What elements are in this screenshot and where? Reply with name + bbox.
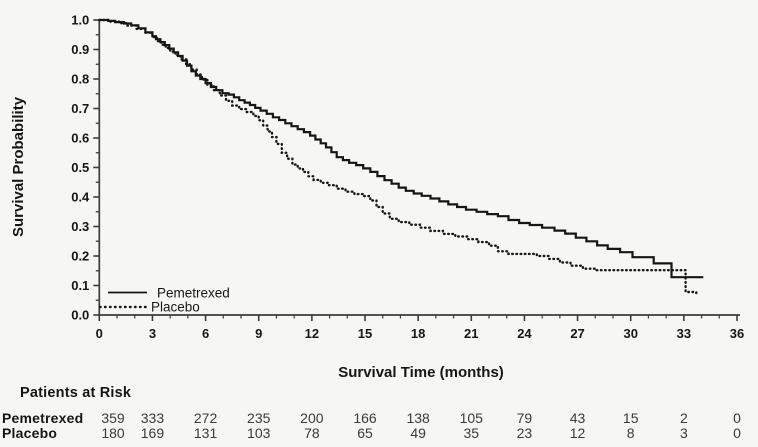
series-pemetrexed bbox=[99, 18, 704, 279]
survival-chart: 0.00.10.20.30.40.50.60.70.80.91.00 3 6 9 12 1… bbox=[10, 13, 744, 381]
y-tick-label: 0.2 bbox=[71, 249, 89, 264]
risk-row-label-placebo: Placebo bbox=[2, 425, 58, 441]
risk-count-cell: 166 bbox=[353, 410, 377, 426]
x-tick-label: 6 bbox=[202, 326, 209, 341]
x-tick-label: 36 bbox=[730, 326, 744, 341]
y-tick-label: 0.8 bbox=[71, 72, 89, 87]
risk-count-cell: 359 bbox=[101, 410, 125, 426]
x-axis-title: Survival Time (months) bbox=[338, 364, 504, 380]
legend-label-placebo: Placebo bbox=[151, 300, 200, 315]
y-tick-label: 1.0 bbox=[71, 13, 89, 28]
y-tick-label: 0.6 bbox=[71, 131, 89, 146]
risk-row-label-pemetrexed: Pemetrexed bbox=[2, 410, 84, 426]
risk-table-title: Patients at Risk bbox=[20, 385, 132, 401]
x-tick-label: 12 bbox=[305, 326, 319, 341]
x-tick-label: 0 bbox=[96, 326, 103, 341]
y-tick-label: 0.9 bbox=[71, 42, 89, 57]
y-tick-label: 0.1 bbox=[71, 278, 89, 293]
x-tick-label: 3 bbox=[149, 326, 156, 341]
y-tick-label: 0.5 bbox=[71, 160, 89, 175]
risk-count-cell: 103 bbox=[247, 425, 271, 441]
risk-count-cell: 43 bbox=[569, 410, 586, 426]
risk-count-cell: 2 bbox=[679, 410, 688, 426]
x-tick-label: 15 bbox=[358, 326, 372, 341]
risk-count-cell: 8 bbox=[626, 425, 635, 441]
series-placebo bbox=[98, 18, 698, 297]
risk-count-cell: 0 bbox=[733, 425, 741, 441]
risk-count-cell: 49 bbox=[410, 425, 426, 441]
x-tick-label: 21 bbox=[464, 326, 478, 341]
y-tick-label: 0.7 bbox=[71, 101, 89, 116]
risk-count-cell: 3 bbox=[679, 425, 688, 441]
risk-count-cell: 12 bbox=[569, 425, 586, 441]
y-tick-label: 0.0 bbox=[71, 308, 89, 323]
risk-count-cell: 15 bbox=[622, 410, 639, 426]
risk-count-cell: 35 bbox=[463, 425, 480, 441]
risk-count-cell: 272 bbox=[193, 410, 218, 426]
risk-count-cell: 65 bbox=[357, 425, 373, 441]
risk-count-cell: 79 bbox=[516, 410, 533, 426]
legend-label-pemetrexed: Pemetrexed bbox=[157, 286, 230, 301]
x-tick-label: 33 bbox=[677, 326, 691, 341]
risk-count-cell: 78 bbox=[304, 425, 320, 441]
risk-count-cell: 105 bbox=[459, 410, 483, 426]
risk-count-cell: 0 bbox=[733, 410, 741, 426]
risk-count-cell: 131 bbox=[193, 425, 218, 441]
risk-count-cell: 169 bbox=[140, 425, 165, 441]
risk-count-cell: 333 bbox=[140, 410, 165, 426]
x-tick-label: 18 bbox=[411, 326, 425, 341]
risk-count-cell: 23 bbox=[516, 425, 533, 441]
y-tick-label: 0.3 bbox=[71, 219, 89, 234]
risk-count-cell: 180 bbox=[101, 425, 125, 441]
risk-count-cell: 235 bbox=[247, 410, 271, 426]
risk-count-cell: 200 bbox=[300, 410, 324, 426]
x-tick-label: 9 bbox=[255, 326, 262, 341]
x-tick-label: 24 bbox=[517, 326, 532, 341]
risk-count-cell: 138 bbox=[406, 410, 430, 426]
x-tick-label: 27 bbox=[570, 326, 584, 341]
y-axis-title: Survival Probability bbox=[10, 96, 27, 237]
y-tick-label: 0.4 bbox=[71, 190, 90, 205]
x-tick-label: 30 bbox=[623, 326, 637, 341]
